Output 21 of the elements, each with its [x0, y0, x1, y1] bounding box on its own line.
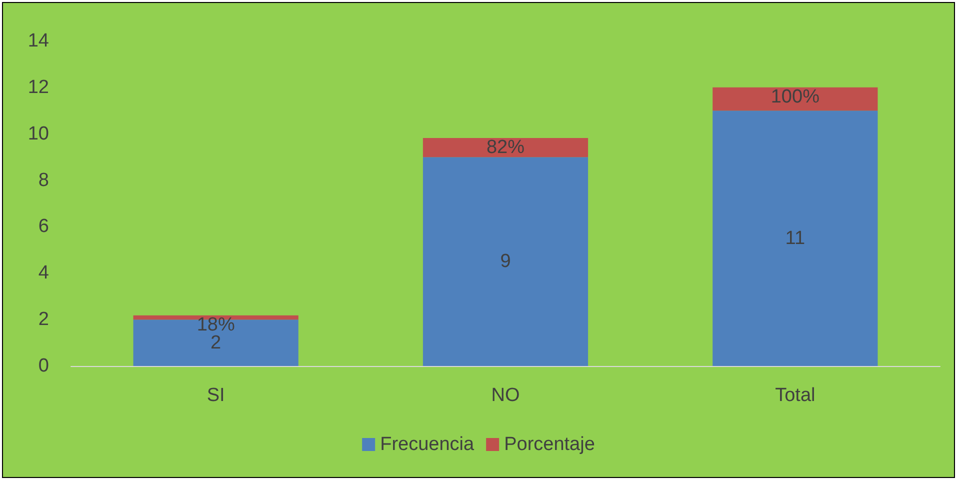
y-tick-label: 14 — [28, 30, 50, 52]
data-label: 9 — [500, 251, 511, 272]
y-tick-label: 8 — [38, 170, 49, 191]
x-tick-label: NO — [491, 385, 520, 406]
data-label: 82% — [486, 137, 525, 158]
y-tick-label: 4 — [38, 262, 50, 284]
legend-label: Frecuencia — [380, 434, 475, 455]
bar — [422, 138, 588, 158]
x-tick-label: SI — [206, 385, 225, 406]
y-tick-label: 0 — [38, 356, 49, 376]
bar — [712, 110, 878, 366]
y-tick-label: 6 — [38, 216, 49, 238]
x-tick-label: Total — [775, 385, 816, 406]
y-tick-label: 10 — [28, 123, 49, 144]
data-label: 100% — [770, 86, 820, 108]
bar — [712, 87, 878, 111]
y-tick-label: 2 — [38, 309, 49, 330]
bar — [422, 157, 588, 366]
legend-label: Porcentaje — [504, 434, 595, 455]
y-tick-label: 12 — [28, 76, 49, 98]
data-label: 11 — [785, 228, 806, 249]
